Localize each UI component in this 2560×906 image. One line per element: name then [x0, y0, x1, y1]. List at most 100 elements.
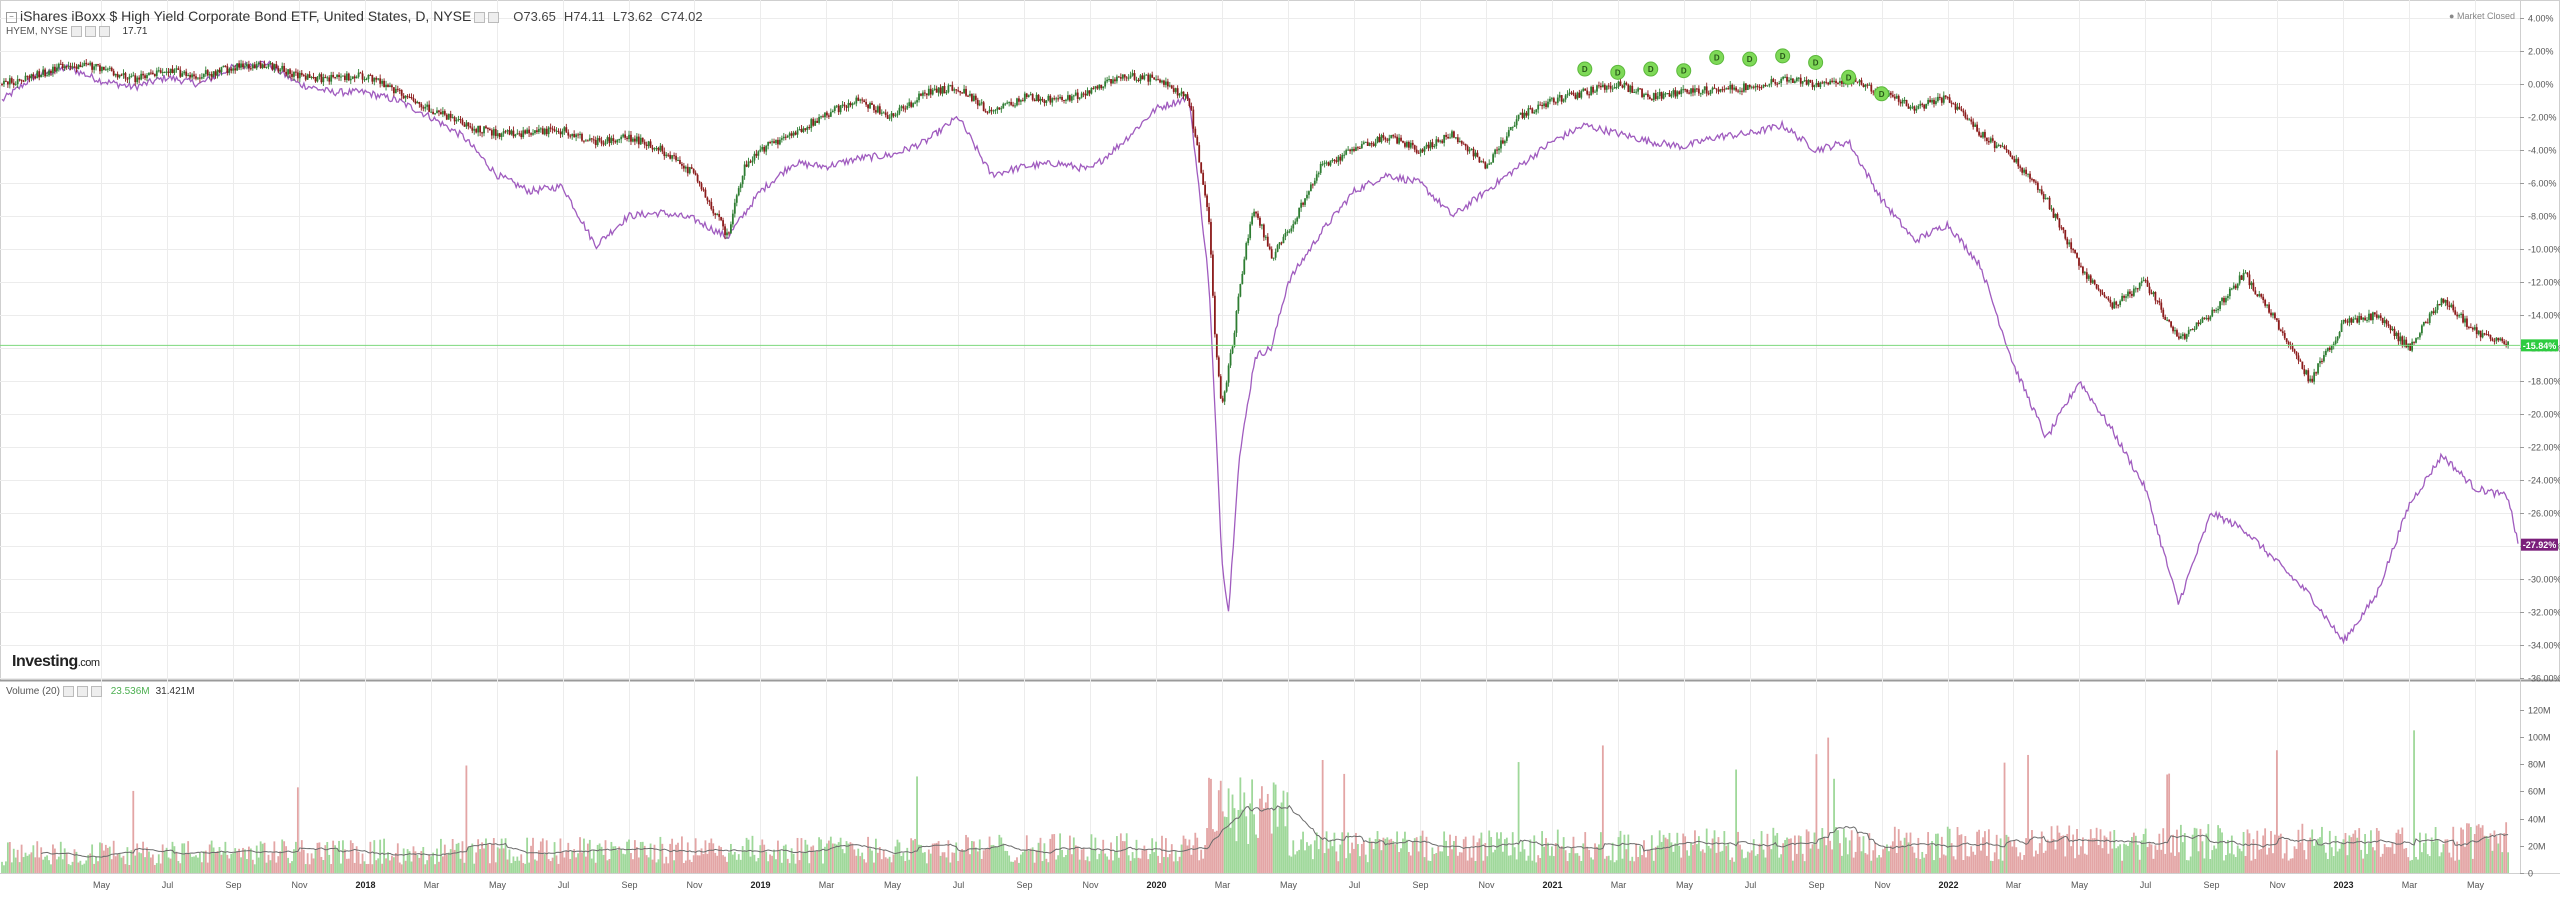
volume-bar	[2387, 847, 2390, 873]
candle-body	[52, 66, 54, 73]
volume-bar	[1372, 849, 1375, 873]
volume-bar	[455, 843, 458, 873]
candle-body	[1764, 84, 1767, 86]
close-icon[interactable]	[488, 11, 500, 23]
volume-bar	[2354, 830, 2357, 873]
volume-bar	[610, 841, 613, 873]
candle-body	[1599, 85, 1602, 88]
compare-settings-icon[interactable]	[70, 26, 82, 37]
volume-bar	[1454, 835, 1457, 873]
volume-bar	[1215, 830, 1218, 873]
volume-bar	[1321, 759, 1324, 873]
candle-body	[514, 134, 517, 137]
volume-bar	[549, 861, 552, 873]
volume-bar	[1047, 862, 1050, 873]
volume-bar	[1343, 773, 1346, 873]
candle-body	[1529, 108, 1532, 110]
volume-bar	[469, 846, 472, 873]
volume-bar	[1841, 855, 1843, 873]
candle-body	[394, 88, 397, 94]
volume-bar	[1503, 839, 1506, 873]
y-tick-label: -32.00%	[2528, 608, 2560, 618]
volume-bar	[218, 846, 221, 873]
volume-bar	[1202, 858, 1205, 873]
candle-body	[937, 87, 940, 93]
volume-bar	[643, 845, 646, 873]
volume-bar	[2420, 852, 2423, 873]
candle-body	[2031, 178, 2033, 180]
candle-body	[2277, 320, 2280, 330]
candle-body	[1018, 98, 1020, 102]
chart-header: − iShares iBoxx $ High Yield Corporate Bo…	[6, 8, 711, 24]
volume-close-icon[interactable]	[90, 686, 102, 697]
candle-body	[1394, 136, 1397, 138]
candle-body	[1476, 152, 1479, 157]
volume-settings-icon[interactable]	[62, 686, 74, 697]
candle-body	[81, 66, 84, 68]
candle-body	[1584, 88, 1587, 91]
volume-bar	[1678, 845, 1681, 873]
volume-bar	[1935, 833, 1937, 873]
candle-body	[969, 93, 971, 96]
candle-body	[898, 107, 901, 114]
compare-close-icon[interactable]	[98, 26, 110, 37]
candle-body	[1733, 87, 1736, 90]
volume-bar	[573, 849, 576, 873]
volume-bar	[2440, 852, 2443, 873]
volume-bar	[2001, 860, 2004, 873]
volume-hide-icon[interactable]	[76, 686, 88, 697]
candle-body	[526, 129, 529, 134]
volume-bar	[669, 843, 672, 873]
candle-body	[1311, 184, 1314, 186]
candle-body	[675, 155, 677, 161]
collapse-icon[interactable]: −	[6, 11, 17, 23]
candle-body	[2129, 291, 2131, 294]
compare-hide-icon[interactable]	[84, 26, 96, 37]
candle-body	[516, 133, 519, 135]
volume-bar	[1744, 857, 1747, 873]
candle-body	[2315, 372, 2317, 374]
volume-bar	[563, 857, 566, 873]
volume-bar	[2417, 859, 2419, 873]
volume-bar	[371, 864, 374, 873]
candle-body	[1172, 88, 1175, 92]
candle-body	[2281, 331, 2284, 334]
candle-body	[880, 112, 883, 114]
volume-bar	[1821, 828, 1824, 873]
candle-body	[2256, 294, 2259, 297]
volume-bar	[2195, 828, 2198, 873]
candle-body	[277, 68, 280, 72]
volume-bar	[1770, 849, 1773, 873]
candle-body	[1813, 85, 1816, 88]
candle-body	[1895, 95, 1898, 99]
volume-bar	[1721, 850, 1724, 873]
candle-body	[1909, 107, 1912, 109]
candle-body	[2372, 312, 2374, 321]
candle-body	[1741, 90, 1743, 92]
candle-body	[1682, 89, 1685, 91]
y-tick-label: -24.00%	[2528, 476, 2560, 486]
candle-body	[1398, 137, 1400, 144]
volume-bar	[1227, 788, 1230, 873]
candle-body	[1302, 202, 1304, 205]
candle-body	[1261, 224, 1263, 226]
y-tick-label: -36.00%	[2528, 674, 2560, 684]
volume-bar	[1451, 849, 1453, 873]
volume-bar	[2381, 853, 2384, 873]
candle-body	[1202, 172, 1205, 185]
candle-body	[955, 89, 958, 91]
candle-body	[369, 74, 372, 76]
settings-icon[interactable]	[474, 11, 486, 23]
candle-body	[1715, 88, 1718, 90]
candle-body	[1317, 172, 1320, 175]
volume-bar	[1494, 849, 1496, 873]
candle-body	[1647, 93, 1649, 97]
volume-bar	[1349, 853, 1351, 873]
axis-layer: 4.00%2.00%0.00%-2.00%-4.00%-6.00%-8.00%-…	[93, 14, 2560, 891]
volume-bar	[155, 863, 158, 873]
volume-bar	[2452, 826, 2455, 873]
dividend-marker-circle	[1676, 63, 1692, 79]
volume-bar	[1868, 833, 1871, 873]
